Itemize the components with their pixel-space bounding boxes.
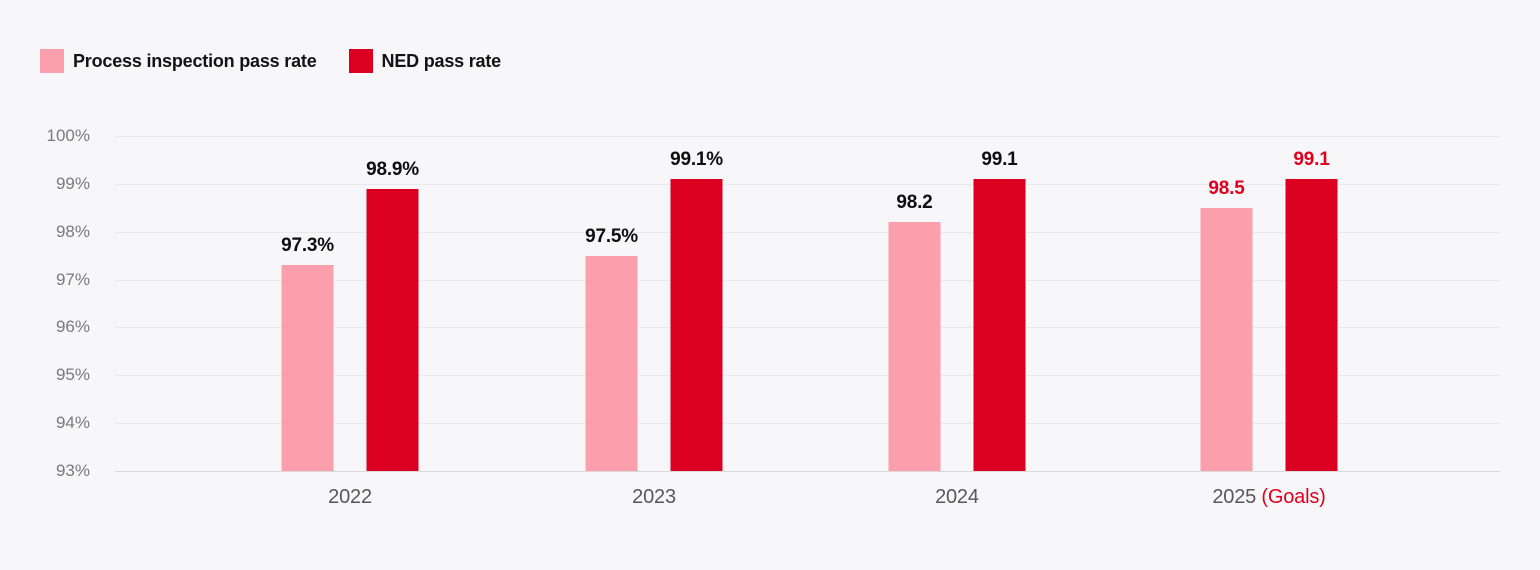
y-tick-label: 94% <box>55 413 90 433</box>
y-tick-label: 100% <box>46 126 90 145</box>
grid-line <box>115 423 1500 425</box>
bar-value-label: 98.5 <box>1208 177 1245 199</box>
y-tick-label: 98% <box>55 221 90 241</box>
bar-group-2022: 97.3% 98.9% <box>281 136 419 471</box>
bar-value-label: 97.3% <box>281 235 334 257</box>
grid-line <box>115 183 1500 185</box>
bar-value-label: 99.1% <box>670 149 723 171</box>
grid-line <box>115 471 1500 472</box>
bar-value-label: 97.5% <box>585 225 638 247</box>
x-category-label-2022: 2022 <box>328 486 372 509</box>
grid-line <box>115 327 1500 329</box>
grid-line <box>115 231 1500 233</box>
chart-legend: Process inspection pass rate NED pass ra… <box>40 49 501 73</box>
x-category-year: 2022 <box>328 486 372 508</box>
y-tick-label: 97% <box>55 269 90 289</box>
ned-bar-2024: 99.1 <box>973 149 1026 471</box>
process-inspection-bar-2024: 98.2 <box>888 192 941 471</box>
y-tick-label: 93% <box>55 461 90 480</box>
bar-value-label: 98.2 <box>896 192 933 214</box>
grid-line <box>115 375 1500 377</box>
grid-line <box>115 279 1500 281</box>
x-category-label-2024: 2024 <box>935 486 979 509</box>
bar-value-label: 99.1 <box>981 149 1018 171</box>
x-category-label-2025: 2025 (Goals) <box>1212 486 1325 509</box>
legend-item-ned: NED pass rate <box>348 49 502 73</box>
bar-group-2023: 97.5% 99.1% <box>585 136 723 471</box>
bar-value-label: 98.9% <box>366 158 419 180</box>
legend-item-process-inspection: Process inspection pass rate <box>40 49 317 73</box>
grid-line <box>115 136 1500 137</box>
y-tick-label: 96% <box>55 317 90 337</box>
ned-bar-2025: 99.1 <box>1285 149 1338 471</box>
process-inspection-bar-2022: 97.3% <box>281 235 334 471</box>
ned-bar-2023: 99.1% <box>670 149 723 471</box>
y-tick-label: 95% <box>55 365 90 385</box>
plot-area: 97.3% 98.9% 2022 97.5% 99.1% 2023 98.2 99.1 2024… <box>115 136 1500 508</box>
legend-label: Process inspection pass rate <box>73 50 317 71</box>
legend-swatch-pink <box>40 49 64 73</box>
x-category-year: 2025 <box>1212 486 1257 508</box>
bar-group-2024: 98.2 99.1 <box>888 136 1026 471</box>
process-inspection-bar-2023: 97.5% <box>585 226 638 471</box>
x-category-year: 2023 <box>632 486 676 508</box>
process-inspection-bar-2025: 98.5 <box>1200 178 1253 471</box>
bar-value-label: 99.1 <box>1293 149 1330 171</box>
bar-group-2025: 98.5 99.1 <box>1200 136 1338 471</box>
legend-label: NED pass rate <box>381 50 502 71</box>
x-category-year: 2024 <box>935 486 979 508</box>
x-category-goals-suffix: (Goals) <box>1256 486 1326 508</box>
x-category-label-2023: 2023 <box>632 486 676 509</box>
y-tick-label: 99% <box>55 173 90 193</box>
ned-bar-2022: 98.9% <box>366 159 419 471</box>
legend-swatch-red <box>348 49 373 73</box>
